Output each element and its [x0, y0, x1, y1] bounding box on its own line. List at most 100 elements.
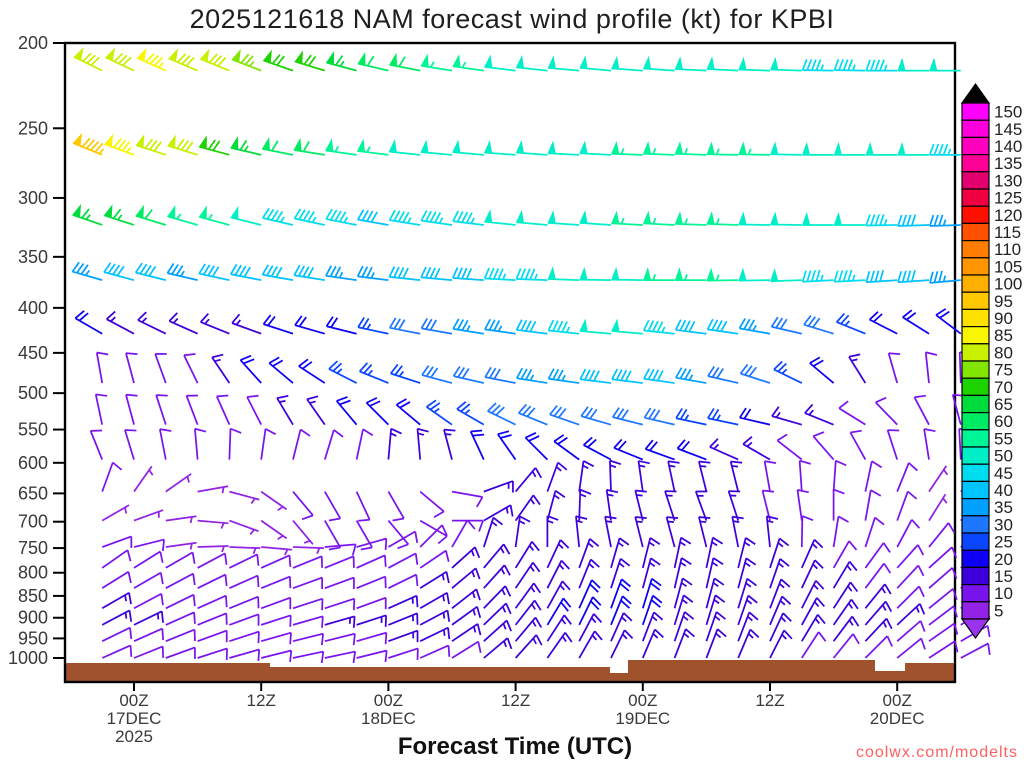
wind-barb — [456, 401, 485, 426]
y-tick-label: 400 — [18, 298, 48, 318]
wind-barb — [706, 56, 739, 72]
wind-barb — [452, 519, 484, 532]
wind-barb — [357, 51, 389, 72]
wind-barb — [356, 631, 388, 645]
wind-barb — [197, 647, 228, 660]
wind-barb — [197, 485, 229, 494]
wind-barb — [71, 261, 103, 281]
wind-barb — [293, 208, 325, 226]
wind-barb — [798, 459, 811, 492]
wind-barb — [260, 428, 277, 460]
wind-barb — [705, 577, 725, 609]
wind-barb — [387, 530, 419, 548]
wind-barb — [801, 538, 824, 569]
wind-barb — [103, 204, 135, 226]
wind-barb — [738, 56, 771, 72]
wind-barb — [832, 488, 845, 521]
colorbar-tick-label: 140 — [994, 137, 1022, 156]
wind-barb — [514, 467, 543, 493]
colorbar-tick-label: 145 — [994, 120, 1022, 139]
wind-barb — [832, 633, 860, 659]
wind-barb — [356, 265, 389, 282]
wind-barb — [261, 264, 294, 281]
wind-barb — [641, 537, 661, 569]
wind-barb — [136, 47, 167, 72]
wind-barb — [705, 594, 726, 626]
wind-barb — [674, 319, 707, 335]
y-tick-label: 750 — [18, 538, 48, 558]
wind-barb — [451, 567, 481, 589]
wind-barb — [483, 267, 516, 282]
wind-barb — [292, 491, 314, 521]
wind-barb — [575, 515, 588, 548]
wind-barb — [546, 580, 571, 609]
wind-barb — [737, 628, 760, 659]
wind-barb — [451, 519, 476, 548]
wind-barb — [611, 368, 643, 384]
wind-barb — [738, 141, 771, 156]
wind-barb — [698, 516, 711, 548]
wind-barb — [896, 637, 926, 659]
wind-barb — [515, 319, 548, 335]
wind-barb — [864, 583, 892, 609]
wind-barb — [812, 431, 835, 461]
wind-barb — [546, 515, 559, 548]
x-tick-label: 00Z — [374, 691, 403, 710]
wind-barb — [611, 140, 643, 156]
y-tick-label: 600 — [18, 453, 48, 473]
wind-barb — [897, 57, 929, 72]
wind-barb — [770, 141, 802, 156]
colorbar-tick-label: 35 — [994, 498, 1013, 517]
wind-barb — [864, 562, 892, 589]
wind-barb — [229, 519, 259, 535]
wind-barb — [229, 574, 260, 589]
wind-barb — [483, 602, 512, 626]
colorbar-top-arrow — [960, 82, 991, 104]
wind-barb — [104, 133, 135, 156]
wind-barb — [419, 490, 445, 519]
wind-barb — [137, 311, 167, 335]
colorbar-tick-label: 75 — [994, 361, 1013, 380]
colorbar-tick-label: 55 — [994, 429, 1013, 448]
wind-barb — [133, 571, 164, 589]
wind-barb — [928, 493, 948, 522]
wind-barb — [420, 139, 453, 156]
wind-barb — [230, 263, 262, 281]
wind-barb — [737, 594, 758, 626]
wind-barb — [94, 393, 108, 425]
wind-barb — [197, 573, 228, 589]
x-tick-label: 18DEC — [361, 709, 416, 728]
wind-barb — [387, 491, 405, 522]
wind-barb — [239, 354, 262, 384]
wind-barb — [546, 559, 570, 589]
wind-barb — [452, 54, 484, 72]
wind-barb — [864, 600, 893, 626]
wind-barb — [578, 558, 600, 589]
wind-barb — [336, 396, 358, 426]
wind-barb — [388, 647, 419, 660]
colorbar-tick-label: 5 — [994, 601, 1003, 620]
wind-barb — [674, 140, 707, 156]
wind-barb — [324, 597, 356, 611]
wind-barb — [292, 546, 325, 555]
wind-barb — [515, 209, 548, 226]
wind-barb — [165, 646, 196, 659]
wind-barb — [731, 515, 744, 548]
wind-barb — [229, 613, 260, 626]
wind-barb — [729, 460, 743, 492]
wind-barb — [260, 575, 292, 589]
wind-barb — [896, 544, 925, 569]
wind-barb — [420, 266, 453, 282]
wind-barb — [452, 267, 484, 282]
wind-barb — [929, 57, 961, 72]
wind-barb — [546, 632, 573, 659]
wind-barb — [673, 611, 695, 642]
wind-barb — [389, 317, 421, 335]
wind-barb — [133, 592, 164, 610]
wind-barb — [215, 394, 231, 426]
wind-barb — [865, 270, 898, 284]
wind-barb — [306, 395, 326, 426]
wind-barb — [761, 489, 775, 521]
wind-barb — [388, 266, 421, 282]
wind-barb — [106, 310, 135, 335]
